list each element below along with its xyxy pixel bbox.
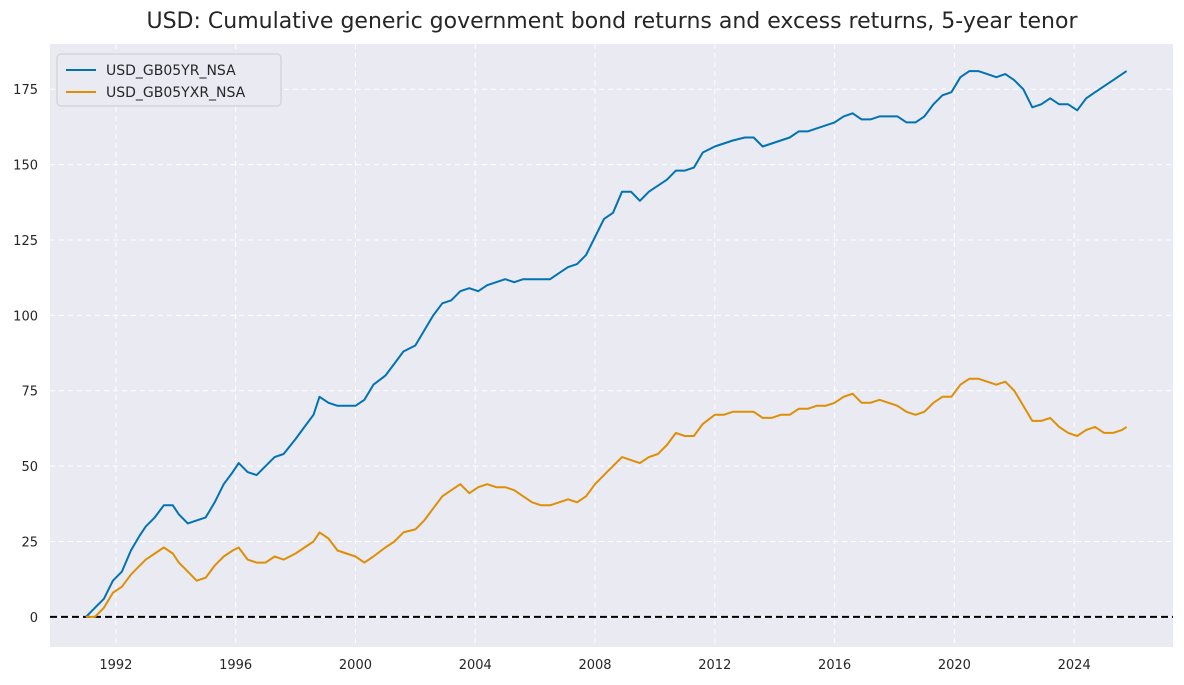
y-axis-ticks: 0 25 50 75 100 125 150 175 [13, 83, 38, 626]
x-tick-label: 2012 [698, 658, 731, 673]
x-tick-label: 2024 [1058, 658, 1091, 673]
chart-title: USD: Cumulative generic government bond … [146, 9, 1078, 34]
x-tick-label: 2020 [938, 658, 971, 673]
series-line-1 [85, 70, 1128, 618]
x-tick-label: 1992 [99, 658, 132, 673]
legend-box [56, 53, 282, 107]
y-tick-label: 100 [13, 309, 38, 324]
x-tick-label: 2008 [578, 658, 611, 673]
plot-area [50, 44, 1173, 647]
series-lines [85, 70, 1128, 618]
legend: USD_GB05YR_NSA USD_GB05YXR_NSA [56, 53, 282, 107]
series-line-2 [85, 377, 1128, 618]
y-tick-label: 175 [13, 83, 38, 98]
y-tick-label: 150 [13, 159, 38, 174]
x-tick-label: 1996 [219, 658, 252, 673]
x-tick-label: 2000 [339, 658, 372, 673]
y-tick-label: 75 [21, 385, 38, 400]
legend-label: USD_GB05YR_NSA [106, 63, 236, 79]
x-tick-label: 2016 [818, 658, 851, 673]
x-tick-label: 2004 [459, 658, 492, 673]
y-tick-label: 0 [30, 611, 38, 626]
y-tick-label: 125 [13, 234, 38, 249]
y-tick-label: 25 [21, 535, 38, 550]
y-tick-label: 50 [21, 460, 38, 475]
grid-lines [50, 44, 1173, 647]
legend-label: USD_GB05YXR_NSA [106, 85, 246, 101]
x-axis-ticks: 1992 1996 2000 2004 2008 2012 2016 2020 2024 [99, 658, 1090, 673]
